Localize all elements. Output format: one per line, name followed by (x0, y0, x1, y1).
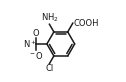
Text: Cl: Cl (45, 64, 54, 73)
Text: N$^+$: N$^+$ (23, 38, 37, 50)
Text: O: O (33, 29, 39, 38)
Text: NH$_2$: NH$_2$ (41, 11, 58, 24)
Text: $^-$O: $^-$O (28, 50, 44, 61)
Text: COOH: COOH (73, 19, 99, 28)
